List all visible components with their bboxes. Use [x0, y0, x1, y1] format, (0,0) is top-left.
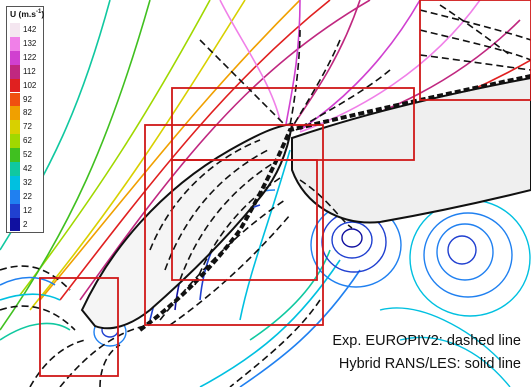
colorbar-swatch	[10, 78, 20, 93]
experiment-contour	[199, 39, 286, 126]
colorbar-tick-label: 102	[23, 80, 37, 90]
experiment-contour	[179, 161, 276, 281]
contour-line	[0, 322, 71, 341]
contour-line	[299, 0, 481, 133]
zoom-box	[171, 159, 318, 281]
experiment-contour	[194, 177, 281, 286]
colorbar-title: U (m.s-1)	[10, 9, 45, 19]
colorbar-tick: 122	[10, 50, 44, 65]
experiment-contour	[419, 29, 531, 61]
contour-line	[399, 336, 511, 387]
contour-line	[0, 276, 56, 286]
contour-line	[239, 269, 361, 387]
experiment-contour	[149, 139, 261, 251]
contour-line	[249, 249, 331, 341]
experiment-contour	[291, 39, 341, 129]
colorbar-swatch	[10, 36, 20, 51]
experiment-contour	[419, 9, 531, 41]
colorbar-tick: 52	[10, 148, 44, 162]
colorbar-tick: 72	[10, 120, 44, 135]
experiment-contour	[59, 324, 151, 387]
contour-line	[423, 212, 513, 298]
colorbar-tick-label: 22	[23, 191, 32, 201]
colorbar-swatch	[10, 106, 20, 121]
colorbar-tick-label: 72	[23, 122, 32, 132]
colorbar-tick-label: 92	[23, 94, 32, 104]
colorbar-tick: 62	[10, 134, 44, 149]
colorbar-tick-label: 142	[23, 25, 37, 34]
contour-line	[341, 228, 363, 248]
contour-line	[219, 0, 281, 121]
caption-experiment: Exp. EUROPIV2: dashed line	[332, 333, 521, 349]
colorbar-swatch	[10, 148, 20, 162]
colorbar-swatch	[10, 175, 20, 190]
experiment-contour	[299, 179, 353, 229]
colorbar-tick: 132	[10, 36, 44, 51]
colorbar-tick: 112	[10, 64, 44, 79]
colorbar-swatch	[10, 120, 20, 135]
colorbar-tick: 92	[10, 92, 44, 107]
zoom-box	[39, 277, 119, 377]
colorbar-swatch	[10, 134, 20, 149]
experiment-contour	[229, 299, 321, 387]
contour-line	[29, 0, 246, 311]
colorbar-swatch	[10, 189, 20, 204]
colorbar-tick: 142	[10, 23, 44, 37]
zoom-box	[144, 124, 324, 326]
colorbar-tick-label: 32	[23, 177, 32, 187]
colorbar-tick-label: 2	[23, 219, 28, 229]
colorbar-tick: 82	[10, 106, 44, 121]
experiment-contour	[439, 4, 511, 56]
contour-line	[379, 307, 501, 361]
colorbar-tick: 22	[10, 189, 44, 204]
colorbar-legend: U (m.s-1) 142 132 122 112 102 92 82 72 62 52 42 32 2…	[6, 6, 44, 233]
colorbar-tick: 42	[10, 162, 44, 176]
colorbar-tick-label: 112	[23, 66, 36, 76]
colorbar-swatch	[10, 162, 20, 176]
colorbar-swatch	[10, 23, 20, 37]
slat-element	[80, 122, 294, 330]
experiment-contour	[29, 339, 86, 387]
colorbar-tick-label: 132	[23, 38, 37, 48]
colorbar-tick: 2	[10, 217, 44, 232]
contour-line	[299, 0, 421, 131]
colorbar-tick-label: 52	[23, 150, 32, 160]
colorbar-swatch	[10, 64, 20, 79]
colorbar-swatch	[10, 203, 20, 218]
colorbar-tick: 12	[10, 203, 44, 218]
colorbar-tick-label: 122	[23, 52, 37, 62]
experiment-contour	[169, 214, 291, 326]
zoom-box	[419, 0, 531, 101]
contour-line	[79, 0, 371, 301]
colorbar-tick-label: 42	[23, 164, 32, 173]
colorbar-swatch	[10, 92, 20, 107]
colorbar-tick: 102	[10, 78, 44, 93]
contour-line	[447, 235, 477, 265]
contour-line	[0, 0, 151, 331]
colorbar-tick-label: 82	[23, 108, 32, 118]
contour-line	[59, 0, 331, 301]
colorbar-swatch	[10, 50, 20, 65]
colorbar-tick: 32	[10, 175, 44, 190]
contour-line	[39, 0, 301, 301]
contour-line	[19, 0, 211, 296]
contour-line	[284, 0, 301, 131]
contour-line	[199, 259, 341, 387]
contour-line	[239, 149, 291, 321]
contour-line	[436, 223, 494, 281]
experiment-contour	[289, 29, 301, 126]
experiment-contour	[0, 265, 71, 291]
main-element	[291, 76, 531, 224]
experiment-contour	[99, 344, 121, 387]
experiment-contour	[419, 54, 531, 71]
contour-line	[0, 293, 61, 301]
caption-simulation: Hybrid RANS/LES: solid line	[338, 356, 521, 372]
colorbar-tick-label: 62	[23, 136, 32, 146]
colorbar-swatch	[10, 217, 20, 232]
contour-line	[331, 221, 373, 259]
colorbar-tick-label: 12	[23, 205, 32, 215]
